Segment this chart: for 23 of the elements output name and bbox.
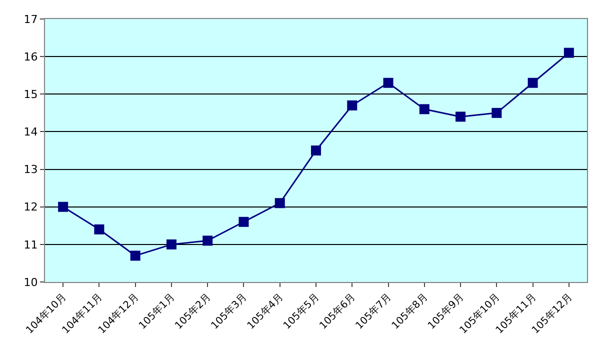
y-tick-label: 11 [24, 238, 38, 252]
y-tick-label: 12 [24, 200, 38, 214]
y-tick-label: 13 [24, 163, 38, 176]
point [419, 104, 430, 114]
point [58, 202, 68, 212]
point [202, 236, 213, 246]
y-tick-label: 15 [24, 88, 38, 101]
point [456, 112, 466, 122]
y-tick-label: 10 [24, 276, 38, 289]
y-tick-label: 17 [24, 12, 38, 26]
point [238, 216, 249, 227]
point [130, 250, 140, 261]
point [311, 146, 321, 156]
point [166, 239, 176, 250]
y-tick-label: 16 [24, 50, 38, 64]
point [94, 224, 104, 234]
point [274, 198, 285, 208]
y-tick-label: 14 [24, 126, 38, 139]
point [564, 48, 574, 58]
point [347, 100, 358, 110]
point [383, 78, 394, 88]
point [492, 108, 502, 118]
point [528, 78, 538, 88]
